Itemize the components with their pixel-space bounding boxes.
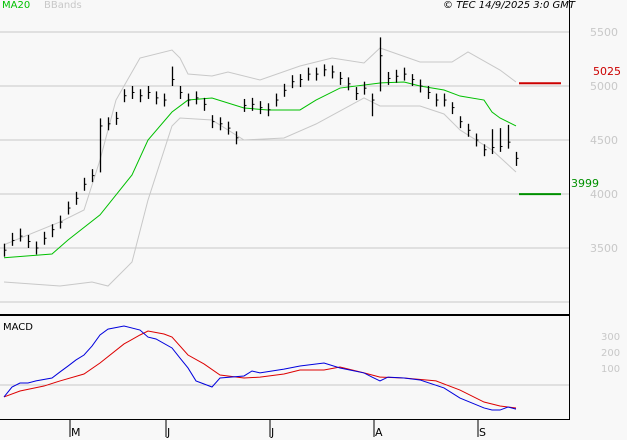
price-tick-label: 5000 bbox=[590, 80, 618, 93]
legend-ma20: MA20 bbox=[2, 0, 31, 11]
macd-tick-label: 100 bbox=[601, 364, 621, 375]
macd-tick-label: 200 bbox=[601, 348, 621, 359]
macd-signal-line bbox=[3, 330, 517, 409]
price-tick-label: 4000 bbox=[590, 188, 618, 201]
macd-tick-label: 300 bbox=[601, 332, 621, 343]
legend-bbands: BBands bbox=[44, 0, 82, 11]
x-tick-label: M bbox=[71, 426, 81, 439]
price-tick-label: 3500 bbox=[590, 242, 618, 255]
price-tick-label: 5500 bbox=[590, 26, 618, 39]
bbands-lower-line bbox=[3, 97, 517, 287]
bbands-upper-line bbox=[3, 47, 517, 246]
x-tick-label: A bbox=[375, 426, 383, 439]
level-label: 5025 bbox=[593, 65, 621, 79]
copyright-timestamp: © TEC 14/9/2025 3:0 GMT bbox=[443, 0, 575, 11]
macd-title: MACD bbox=[3, 322, 33, 333]
x-tick-label: J bbox=[167, 426, 171, 439]
x-tick-label: J bbox=[271, 426, 275, 439]
x-tick-label: S bbox=[479, 426, 486, 439]
price-tick-label: 4500 bbox=[590, 134, 618, 147]
level-label: 3999 bbox=[571, 177, 599, 191]
macd-line bbox=[3, 325, 517, 411]
ma20-line bbox=[3, 81, 517, 259]
